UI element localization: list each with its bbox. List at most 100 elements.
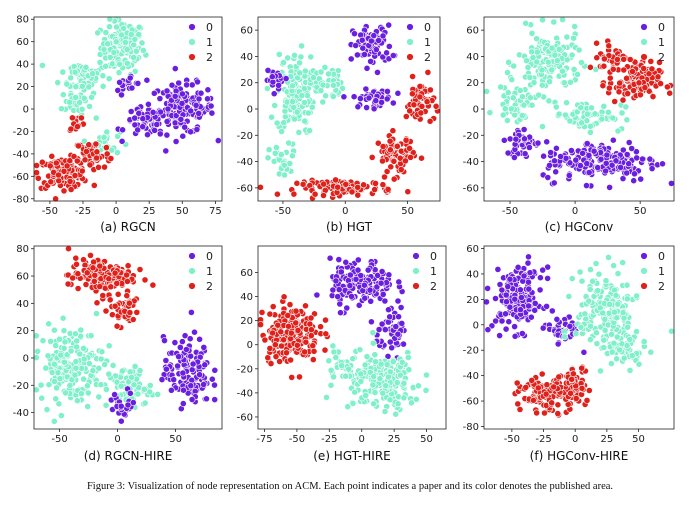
point-class-0 bbox=[400, 340, 407, 348]
point-class-0 bbox=[372, 46, 380, 53]
point-class-1 bbox=[288, 152, 296, 160]
point-class-2 bbox=[301, 348, 308, 356]
point-class-0 bbox=[583, 140, 591, 147]
point-class-1 bbox=[555, 110, 563, 118]
point-class-1 bbox=[72, 358, 80, 365]
point-class-0 bbox=[557, 153, 564, 160]
point-class-1 bbox=[72, 83, 80, 91]
point-class-0 bbox=[521, 135, 528, 143]
point-class-0 bbox=[553, 144, 560, 152]
point-class-2 bbox=[374, 139, 382, 147]
point-class-0 bbox=[525, 302, 532, 310]
point-class-1 bbox=[623, 295, 631, 303]
point-class-0 bbox=[548, 307, 556, 315]
point-class-1 bbox=[396, 371, 404, 379]
point-class-2 bbox=[402, 113, 410, 120]
point-class-0 bbox=[525, 278, 532, 286]
point-class-1 bbox=[539, 123, 546, 130]
point-class-1 bbox=[273, 119, 281, 127]
point-class-1 bbox=[614, 127, 622, 135]
point-class-1 bbox=[563, 99, 570, 107]
point-class-1 bbox=[271, 102, 279, 109]
point-class-0 bbox=[172, 138, 180, 145]
point-class-2 bbox=[149, 281, 157, 289]
point-class-1 bbox=[119, 367, 126, 375]
point-class-0 bbox=[553, 315, 561, 323]
point-class-1 bbox=[103, 385, 110, 393]
point-class-1 bbox=[363, 353, 371, 360]
point-class-1 bbox=[131, 68, 139, 75]
scatter-panel-1: -50 -25 0 25 50 75 -80 -60 -40 -20 0 20 40 60 80 0 1 2 (a)… bbox=[13, 15, 223, 234]
point-class-2 bbox=[95, 163, 102, 171]
axes-frame bbox=[257, 245, 447, 430]
point-class-1 bbox=[300, 99, 308, 106]
point-class-0 bbox=[361, 51, 368, 58]
x-tick-label: 25 bbox=[388, 434, 401, 445]
point-class-2 bbox=[568, 375, 576, 383]
point-class-2 bbox=[649, 93, 657, 100]
y-tick-label: -40 bbox=[463, 157, 479, 168]
y-tick-label: -60 bbox=[463, 397, 479, 408]
point-class-0 bbox=[357, 272, 365, 279]
y-tick-label: 80 bbox=[16, 244, 29, 255]
point-class-1 bbox=[272, 144, 280, 151]
point-class-0 bbox=[203, 395, 210, 403]
point-class-0 bbox=[580, 348, 588, 356]
point-class-0 bbox=[378, 98, 385, 106]
point-class-0 bbox=[395, 313, 402, 321]
point-class-1 bbox=[608, 360, 615, 367]
point-class-1 bbox=[72, 364, 80, 372]
point-class-0 bbox=[358, 36, 366, 44]
point-class-1 bbox=[561, 333, 568, 341]
point-class-2 bbox=[360, 181, 367, 189]
y-tick-label: 60 bbox=[466, 26, 479, 37]
point-class-0 bbox=[179, 369, 187, 377]
point-class-0 bbox=[498, 317, 506, 325]
point-class-2 bbox=[90, 258, 97, 266]
point-class-2 bbox=[322, 330, 330, 338]
point-class-0 bbox=[367, 58, 374, 65]
point-class-1 bbox=[308, 103, 316, 111]
point-class-0 bbox=[398, 319, 406, 327]
legend-label-1: 1 bbox=[658, 265, 665, 278]
point-class-1 bbox=[623, 281, 631, 289]
point-class-2 bbox=[83, 148, 90, 155]
point-class-2 bbox=[543, 381, 551, 389]
y-tick-label: -40 bbox=[463, 371, 479, 382]
point-class-1 bbox=[528, 48, 536, 56]
point-class-0 bbox=[183, 81, 190, 89]
point-class-0 bbox=[524, 259, 532, 267]
point-class-2 bbox=[70, 153, 78, 160]
point-class-1 bbox=[548, 44, 556, 52]
point-class-1 bbox=[103, 128, 111, 136]
point-class-0 bbox=[135, 109, 143, 117]
point-class-2 bbox=[55, 171, 62, 179]
scatter-panel-6: -50 -25 0 25 50 -80 -60 -40 -20 0 20 40 60 0 1 2 (f) HGC… bbox=[463, 244, 675, 463]
point-class-1 bbox=[58, 105, 65, 113]
point-class-2 bbox=[103, 150, 111, 158]
point-class-0 bbox=[162, 365, 170, 373]
point-class-1 bbox=[529, 54, 537, 61]
point-class-0 bbox=[546, 161, 553, 169]
point-class-0 bbox=[511, 332, 519, 340]
point-class-2 bbox=[397, 166, 405, 173]
point-class-1 bbox=[280, 59, 287, 66]
point-class-2 bbox=[516, 406, 524, 413]
point-class-1 bbox=[319, 98, 327, 106]
point-class-0 bbox=[343, 304, 351, 312]
point-class-2 bbox=[640, 65, 648, 72]
point-class-1 bbox=[404, 353, 412, 361]
point-class-2 bbox=[629, 68, 636, 75]
point-class-0 bbox=[182, 346, 190, 353]
point-class-2 bbox=[657, 80, 664, 87]
point-class-1 bbox=[606, 300, 613, 308]
point-class-2 bbox=[390, 157, 398, 165]
point-class-1 bbox=[398, 358, 406, 366]
point-class-1 bbox=[298, 42, 305, 50]
legend-marker-1 bbox=[406, 38, 414, 46]
point-class-0 bbox=[208, 375, 216, 383]
point-class-1 bbox=[98, 348, 106, 356]
point-class-0 bbox=[572, 156, 580, 164]
point-class-1 bbox=[593, 340, 601, 347]
point-class-0 bbox=[552, 168, 560, 176]
